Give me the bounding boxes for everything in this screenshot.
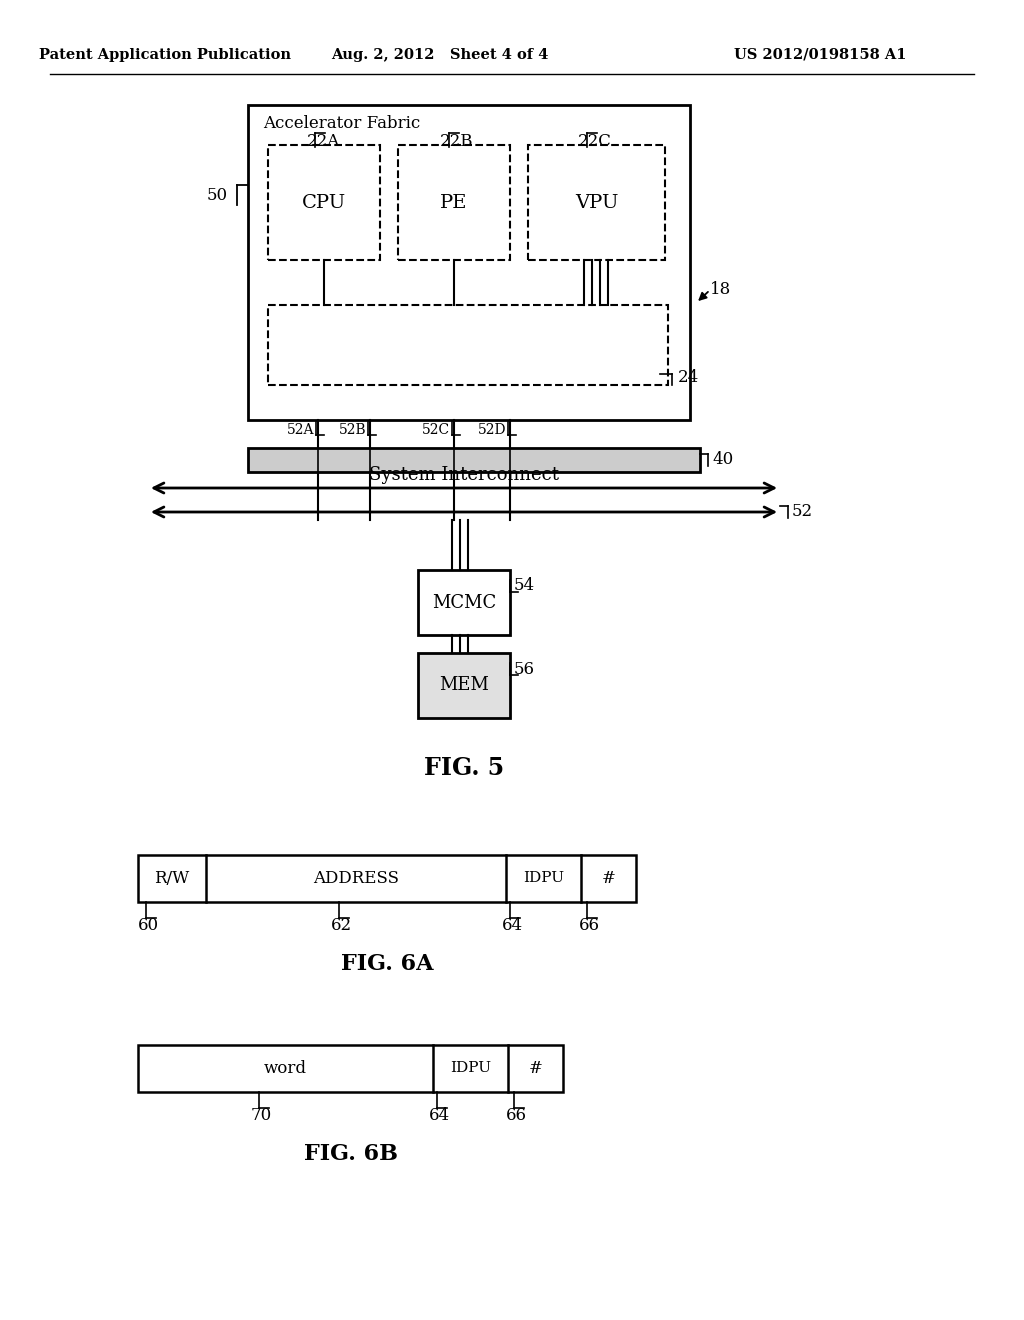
Text: US 2012/0198158 A1: US 2012/0198158 A1 [734,48,906,62]
Text: 22B: 22B [440,132,474,149]
Text: 64: 64 [429,1107,451,1125]
Text: 18: 18 [710,281,731,298]
Text: System Interconnect: System Interconnect [369,466,559,484]
Text: 52A: 52A [287,422,314,437]
Text: MEM: MEM [439,676,488,694]
Text: 52C: 52C [422,422,450,437]
Text: FIG. 6B: FIG. 6B [303,1143,397,1166]
Text: IDPU: IDPU [523,871,564,886]
Text: CPU: CPU [302,194,346,211]
Text: #: # [528,1060,543,1077]
Text: Patent Application Publication: Patent Application Publication [39,48,291,62]
Text: FIG. 5: FIG. 5 [424,756,504,780]
Text: 62: 62 [331,917,352,935]
Bar [528,145,665,260]
Text: 70: 70 [251,1107,271,1125]
Text: ADDRESS: ADDRESS [313,870,399,887]
Text: 66: 66 [579,917,600,935]
Bar [418,570,510,635]
Text: VPU: VPU [574,194,618,211]
Text: MCMC: MCMC [432,594,496,611]
Text: 52: 52 [792,503,813,520]
Text: 52B: 52B [338,422,366,437]
Bar [268,305,668,385]
Text: Accelerator Fabric: Accelerator Fabric [263,115,420,132]
Bar [268,145,380,260]
Text: 40: 40 [712,451,733,469]
Text: 66: 66 [506,1107,527,1125]
Text: 54: 54 [514,578,536,594]
Text: #: # [601,870,615,887]
Text: FIG. 6A: FIG. 6A [341,953,433,975]
Text: IDPU: IDPU [450,1061,492,1076]
Bar [418,653,510,718]
Text: 60: 60 [138,917,159,935]
Bar [398,145,510,260]
Bar [138,1045,563,1092]
Text: 52D: 52D [477,422,506,437]
Text: 64: 64 [502,917,523,935]
Bar [138,855,636,902]
Text: 56: 56 [514,660,535,677]
Text: 50: 50 [207,186,228,203]
Text: word: word [264,1060,307,1077]
Text: Aug. 2, 2012   Sheet 4 of 4: Aug. 2, 2012 Sheet 4 of 4 [332,48,549,62]
Text: 24: 24 [678,370,699,387]
Bar [248,447,700,473]
Text: R/W: R/W [155,870,189,887]
Text: PE: PE [440,194,468,211]
Text: 22A: 22A [306,132,340,149]
Bar [248,106,690,420]
Text: 22C: 22C [579,132,612,149]
